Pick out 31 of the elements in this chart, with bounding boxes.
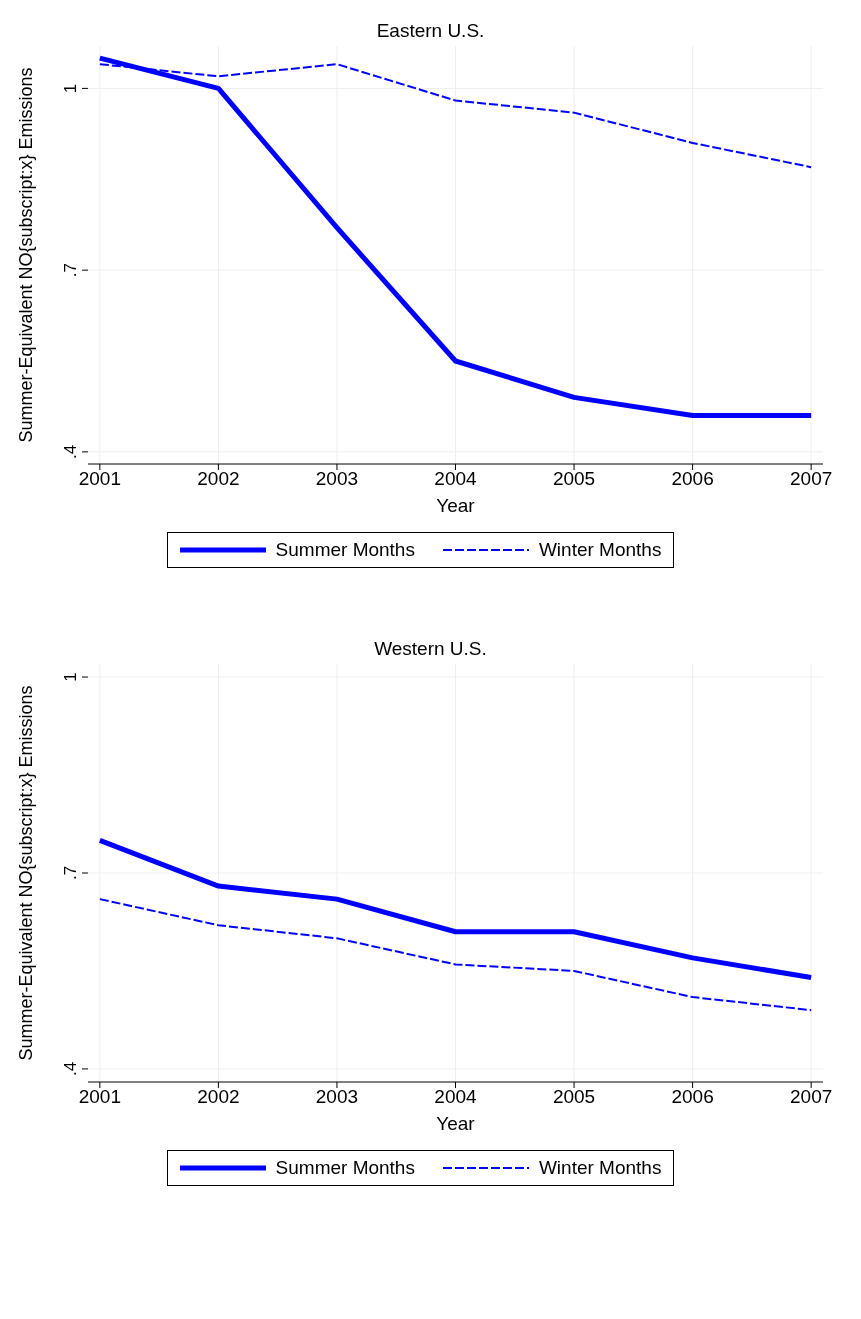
chart-title: Eastern U.S.	[375, 20, 486, 42]
x-tick-label: 2003	[315, 1086, 359, 1108]
legend-label: Winter Months	[538, 1157, 662, 1179]
x-tick-label: 2002	[197, 1086, 240, 1108]
x-axis-title: Year	[436, 495, 476, 516]
x-tick-label: 2002	[197, 468, 240, 490]
line-series	[98, 898, 813, 1012]
legend-label: Summer Months	[275, 539, 415, 561]
legend-label: Summer Months	[275, 1157, 415, 1179]
x-tick-label: 2004	[434, 468, 478, 490]
legend-label: Winter Months	[538, 539, 662, 561]
x-tick-label: 2007	[790, 468, 833, 490]
x-tick-label: 2003	[315, 468, 359, 490]
x-tick-label: 2001	[78, 1086, 121, 1108]
x-tick-label: 2005	[552, 468, 596, 490]
x-tick-label: 2001	[78, 468, 121, 490]
x-axis-title: Year	[436, 1113, 476, 1134]
chart-title: Western U.S.	[373, 638, 488, 660]
y-axis-title: Summer-Equivalent NO{subscript:x} Emissions	[16, 67, 37, 443]
y-tick-label: .4	[61, 444, 80, 459]
x-tick-label: 2004	[434, 1086, 478, 1108]
y-axis-title: Summer-Equivalent NO{subscript:x} Emissions	[16, 685, 37, 1061]
x-tick-label: 2007	[790, 1086, 833, 1108]
x-tick-label: 2006	[671, 1086, 714, 1108]
y-tick-label: .7	[61, 263, 80, 278]
x-tick-label: 2005	[552, 1086, 596, 1108]
y-tick-label: .4	[61, 1061, 80, 1077]
x-tick-label: 2006	[671, 468, 714, 490]
y-tick-label: .7	[61, 865, 80, 881]
y-tick-label: 1	[61, 672, 80, 682]
y-tick-label: 1	[61, 83, 80, 94]
